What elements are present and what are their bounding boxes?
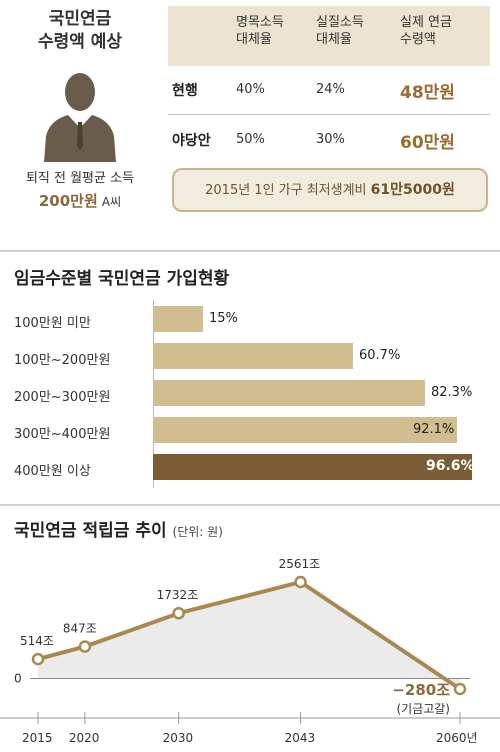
x-tick-label: 2015 xyxy=(22,731,53,745)
line-chart-unit: (단위: 원) xyxy=(172,525,223,539)
data-value-label: 1732조 xyxy=(157,588,199,602)
bar-value-label: 60.7% xyxy=(359,348,401,363)
line-chart-title-text: 국민연금 적립금 추이 xyxy=(14,521,167,541)
header-amount-l2: 수령액 xyxy=(400,32,436,47)
bar-value-label: 92.1% xyxy=(413,422,455,437)
bar xyxy=(153,417,457,443)
row-current-nominal: 40% xyxy=(236,82,265,97)
caption-amount: 200만원 xyxy=(38,192,98,210)
bar-value-label: 82.3% xyxy=(431,385,473,400)
table-header-box xyxy=(168,6,490,66)
header-real-l1: 실질소득 xyxy=(316,15,364,30)
header-nominal-l1: 명목소득 xyxy=(236,15,284,30)
bar-category-label: 300만~400만원 xyxy=(14,427,111,442)
note-prefix: 2015년 1인 가구 최저생계비 xyxy=(205,183,371,198)
line-chart-svg: 0 514조 2015 847조 2020 1732조 2030 2561조 2043 −280조… xyxy=(0,557,500,745)
data-value-label: 514조 xyxy=(20,634,54,648)
data-value-label: −280조 xyxy=(392,681,450,699)
depletion-annotation: (기금고갈) xyxy=(396,702,450,716)
row-separator xyxy=(168,114,490,115)
bar-category-label: 100만원 미만 xyxy=(14,316,91,331)
bar xyxy=(153,454,472,480)
data-value-label: 2561조 xyxy=(279,557,321,571)
bar-category-label: 400만원 이상 xyxy=(14,464,91,479)
data-value-label: 847조 xyxy=(63,622,97,636)
bar-category-label: 100만~200만원 xyxy=(14,353,111,368)
row-opposition-label: 야당안 xyxy=(172,133,211,149)
forecast-title-line1: 국민연금 xyxy=(48,9,112,29)
x-tick-label: 2020 xyxy=(69,731,100,745)
header-nominal-rate: 명목소득 대체율 xyxy=(236,14,284,48)
data-point xyxy=(294,575,307,589)
bar-chart-title: 임금수준별 국민연금 가입현황 xyxy=(14,269,230,289)
x-tick-label: 2060년 xyxy=(436,731,478,745)
line-area-fill xyxy=(38,582,460,689)
row-current-amount: 48만원 xyxy=(400,83,455,103)
data-point xyxy=(453,682,467,696)
line-chart-title: 국민연금 적립금 추이 (단위: 원) xyxy=(14,516,223,541)
person-caption: 퇴직 전 월평균 소득 200만원 A씨 xyxy=(0,168,160,214)
bar-value-label: 15% xyxy=(209,311,238,326)
x-tick-label: 2043 xyxy=(285,731,316,745)
caption-name: A씨 xyxy=(101,195,122,209)
section-divider xyxy=(0,504,500,506)
forecast-title-line2: 수령액 예상 xyxy=(37,32,123,52)
header-nominal-l2: 대체율 xyxy=(236,32,272,47)
section-divider xyxy=(0,250,500,252)
row-opposition-nominal: 50% xyxy=(236,132,265,147)
bar-category-label: 200만~300만원 xyxy=(14,390,111,405)
data-point xyxy=(31,652,45,666)
bar xyxy=(153,306,203,332)
data-point xyxy=(172,606,185,620)
minimum-cost-note: 2015년 1인 가구 최저생계비 61만5000원 xyxy=(172,168,488,212)
note-value: 61만5000원 xyxy=(370,182,455,198)
bar-value-label: 96.6% xyxy=(426,458,475,474)
data-point xyxy=(78,640,92,653)
zero-label: 0 xyxy=(14,671,22,685)
bar xyxy=(153,380,425,406)
row-opposition-amount: 60만원 xyxy=(400,133,455,153)
forecast-title: 국민연금 수령액 예상 xyxy=(20,8,140,54)
header-real-rate: 실질소득 대체율 xyxy=(316,14,364,48)
x-tick-label: 2030 xyxy=(163,731,194,745)
row-current-label: 현행 xyxy=(172,83,198,99)
header-actual-amount: 실제 연금 수령액 xyxy=(400,14,452,48)
header-amount-l1: 실제 연금 xyxy=(400,15,452,30)
row-opposition-real: 30% xyxy=(316,132,345,147)
caption-income-label: 퇴직 전 월평균 소득 xyxy=(25,171,135,186)
bar xyxy=(153,343,353,369)
person-silhouette-icon xyxy=(40,70,120,162)
caption-amount-line: 200만원 A씨 xyxy=(0,190,160,214)
header-real-l2: 대체율 xyxy=(316,32,352,47)
row-current-real: 24% xyxy=(316,82,345,97)
